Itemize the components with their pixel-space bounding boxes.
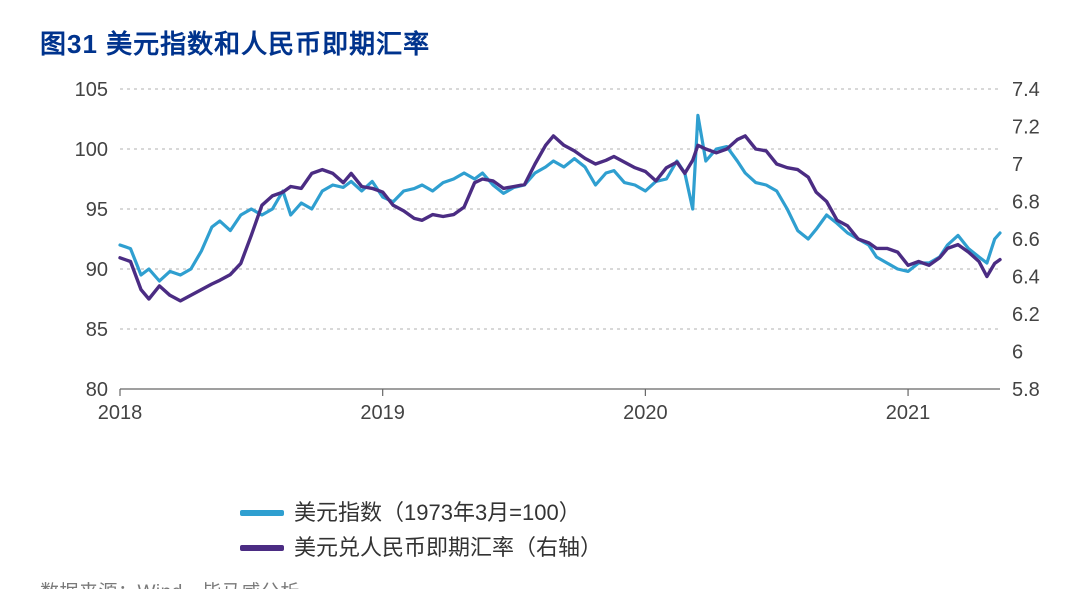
legend-label-cny: 美元兑人民币即期汇率（右轴） bbox=[294, 530, 602, 565]
svg-text:100: 100 bbox=[75, 139, 108, 161]
svg-text:7: 7 bbox=[1012, 154, 1023, 176]
legend-swatch-cny bbox=[240, 545, 284, 551]
svg-text:6.6: 6.6 bbox=[1012, 229, 1040, 251]
legend: 美元指数（1973年3月=100） 美元兑人民币即期汇率（右轴） bbox=[240, 495, 1048, 565]
chart-title: 图31 美元指数和人民币即期汇率 bbox=[40, 24, 1048, 61]
legend-label-dxy: 美元指数（1973年3月=100） bbox=[294, 495, 581, 530]
svg-text:2020: 2020 bbox=[623, 402, 668, 424]
svg-text:5.8: 5.8 bbox=[1012, 379, 1040, 401]
chart-container: 图31 美元指数和人民币即期汇率 80 85 90 95 100 105 5.8 6 6.2 6.… bbox=[0, 0, 1080, 589]
svg-text:90: 90 bbox=[86, 259, 108, 281]
svg-text:105: 105 bbox=[75, 79, 108, 101]
legend-item-cny: 美元兑人民币即期汇率（右轴） bbox=[240, 530, 602, 565]
svg-text:6.2: 6.2 bbox=[1012, 304, 1040, 326]
svg-text:95: 95 bbox=[86, 199, 108, 221]
chart-stage: 80 85 90 95 100 105 5.8 6 6.2 6.4 6.6 6.8 7 7.2 7.4 201… bbox=[40, 69, 1040, 499]
svg-text:6.8: 6.8 bbox=[1012, 192, 1040, 214]
line-chart: 80 85 90 95 100 105 5.8 6 6.2 6.4 6.6 6.8 7 7.2 7.4 201… bbox=[40, 69, 1040, 429]
svg-text:85: 85 bbox=[86, 319, 108, 341]
series-cny bbox=[120, 136, 1000, 301]
svg-text:80: 80 bbox=[86, 379, 108, 401]
svg-text:6.4: 6.4 bbox=[1012, 267, 1040, 289]
svg-text:2019: 2019 bbox=[360, 402, 405, 424]
legend-item-dxy: 美元指数（1973年3月=100） bbox=[240, 495, 581, 530]
svg-text:2018: 2018 bbox=[98, 402, 143, 424]
legend-swatch-dxy bbox=[240, 510, 284, 516]
svg-text:6: 6 bbox=[1012, 342, 1023, 364]
svg-text:2021: 2021 bbox=[886, 402, 931, 424]
svg-text:7.2: 7.2 bbox=[1012, 117, 1040, 139]
svg-text:7.4: 7.4 bbox=[1012, 79, 1040, 101]
data-source: 数据来源：Wind，毕马威分析 bbox=[40, 577, 1048, 589]
